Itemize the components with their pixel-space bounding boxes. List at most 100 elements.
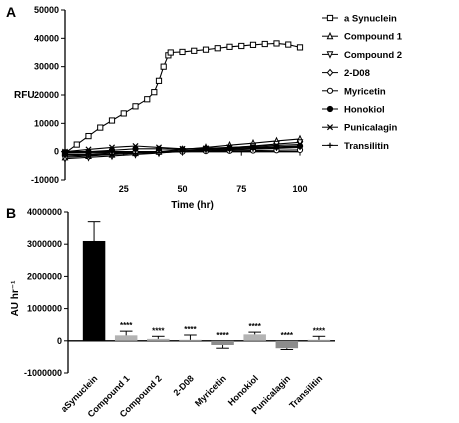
- data-point: [85, 146, 92, 153]
- legend-marker: [326, 105, 334, 113]
- bar-group-transilitin: **** Transilitin: [287, 326, 331, 410]
- legend-label: Transilitin: [344, 141, 389, 152]
- category-label: Transilitin: [287, 373, 324, 410]
- y-axis-title: AU hr⁻¹: [10, 280, 21, 317]
- y-tick-label: 0: [54, 147, 59, 157]
- legend-label: Compound 1: [344, 32, 403, 43]
- data-point: [85, 132, 92, 140]
- y-axis-title: RFU: [14, 90, 35, 101]
- legend-label: Honokiol: [344, 105, 385, 116]
- y-tick-label: 4000000: [27, 207, 62, 217]
- data-point: [108, 144, 116, 151]
- significance-label: ****: [281, 331, 294, 340]
- data-point: [297, 144, 303, 151]
- data-point: [85, 152, 92, 158]
- data-point: [226, 43, 233, 50]
- data-point: [179, 48, 186, 56]
- bar: [147, 338, 170, 341]
- data-point: [179, 145, 186, 152]
- data-point: [109, 151, 115, 157]
- data-point: [191, 47, 198, 54]
- series-line: [64, 42, 301, 154]
- y-tick-label: 2000000: [27, 271, 62, 281]
- legend-label: 2-D08: [344, 68, 370, 79]
- significance-label: ****: [152, 326, 165, 335]
- y-tick-label: 50000: [34, 5, 59, 15]
- legend-item-honokiol: Honokiol: [322, 105, 385, 116]
- legend-item-transilitin: Transilitin: [322, 141, 389, 152]
- y-tick-label: 0: [57, 336, 62, 346]
- data-point: [273, 142, 280, 149]
- panel-label-a: A: [6, 4, 16, 20]
- y-tick-label: 30000: [34, 62, 59, 72]
- data-point: [160, 63, 167, 70]
- legend: a Synuclein Compound 1 Compound 2 2-D08 Myri…: [322, 14, 403, 152]
- series-transilitin: [62, 144, 303, 159]
- data-point: [132, 103, 139, 110]
- data-point: [179, 149, 186, 155]
- data-point: [226, 147, 233, 153]
- data-point: [132, 150, 139, 156]
- y-tick-label: 10000: [34, 118, 59, 128]
- y-tick-label: 1000000: [27, 304, 62, 314]
- data-point: [249, 41, 257, 48]
- data-point: [273, 145, 280, 151]
- bar: [82, 240, 106, 341]
- data-point: [261, 40, 268, 48]
- significance-label: ****: [184, 325, 197, 334]
- legend-item-myricetin: Myricetin: [322, 86, 386, 97]
- bar: [307, 339, 331, 341]
- legend-item-a-synuclein: a Synuclein: [322, 14, 397, 25]
- data-point: [202, 46, 210, 53]
- data-point: [167, 49, 174, 56]
- y-tick-label: 3000000: [27, 239, 62, 249]
- series-a-synuclein: [61, 40, 304, 157]
- x-tick-label: 100: [292, 184, 307, 194]
- legend-label: a Synuclein: [344, 14, 397, 25]
- y-tick-label: -1000000: [24, 368, 62, 378]
- bar-group-2-d08: **** 2-D08: [171, 325, 202, 398]
- legend-marker: [327, 142, 333, 148]
- data-point: [120, 110, 127, 117]
- data-point: [97, 124, 104, 131]
- x-tick-label: 25: [119, 184, 129, 194]
- x-axis-title: Time (hr): [171, 200, 214, 211]
- data-point: [285, 41, 292, 48]
- data-point: [214, 45, 221, 52]
- data-point: [61, 148, 69, 155]
- legend-marker: [326, 51, 334, 59]
- data-point: [132, 142, 139, 150]
- data-point: [203, 148, 209, 154]
- data-point: [296, 44, 304, 51]
- data-point: [296, 141, 304, 148]
- data-point: [155, 77, 163, 84]
- y-tick-label: 20000: [34, 90, 59, 100]
- legend-marker: [326, 87, 334, 94]
- x-tick-label: 75: [236, 184, 246, 194]
- y-tick-label: -10000: [31, 175, 59, 185]
- data-point: [151, 89, 158, 96]
- bar: [243, 334, 266, 341]
- y-tick-label: 40000: [34, 33, 59, 43]
- data-point: [144, 96, 151, 103]
- data-point: [273, 40, 280, 47]
- bar-group-honokiol: ****Honokiol: [226, 322, 266, 408]
- legend-marker: [326, 68, 334, 77]
- line-chart-panel-a: -10000 0 10000 20000 30000 40000 50000 25 50 75 10…: [14, 5, 308, 211]
- x-tick-label: 50: [177, 184, 187, 194]
- legend-item-compound-2: Compound 2: [322, 50, 402, 61]
- legend-marker: [326, 14, 334, 22]
- significance-label: ****: [248, 322, 261, 331]
- data-point: [73, 141, 80, 148]
- legend-marker: [326, 31, 334, 40]
- legend-item-punicalagin: Punicalagin: [322, 123, 398, 134]
- bar-group-asynuclein: aSynuclein: [59, 221, 106, 414]
- legend-marker: [326, 124, 334, 131]
- bar: [275, 340, 299, 349]
- significance-label: ****: [120, 321, 133, 330]
- data-point: [108, 117, 116, 124]
- significance-label: ****: [313, 326, 326, 335]
- data-point: [62, 153, 68, 159]
- legend-item-2-d08: 2-D08: [322, 68, 370, 79]
